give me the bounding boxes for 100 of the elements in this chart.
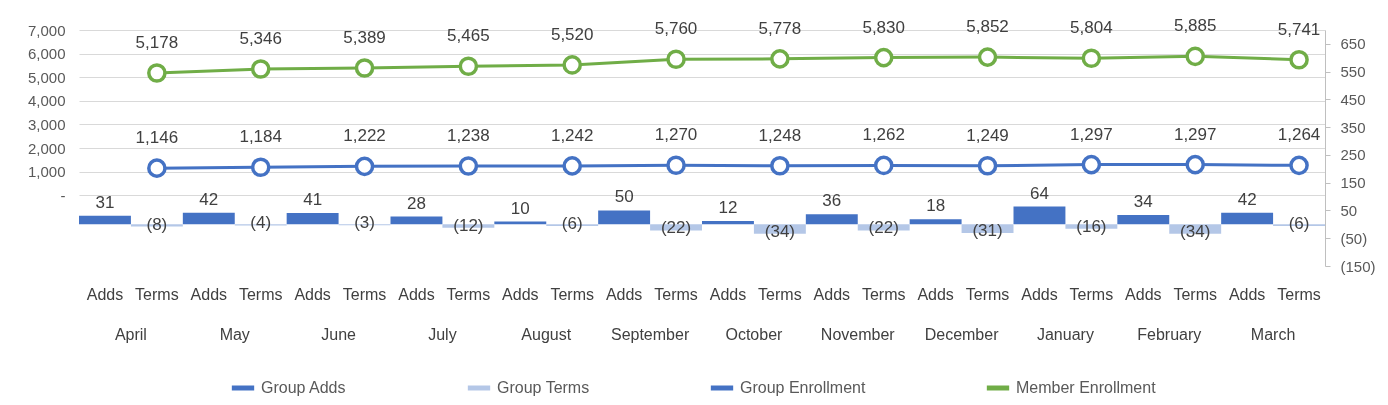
data-label: (22) xyxy=(660,218,692,238)
x-tick-label: June xyxy=(321,326,357,343)
bar xyxy=(1117,214,1170,225)
data-label: 5,178 xyxy=(135,33,179,52)
y2-tick-label: (150) xyxy=(1340,257,1376,275)
text: Adds xyxy=(709,286,747,303)
point xyxy=(458,156,479,176)
data-label: 10 xyxy=(510,198,530,218)
bar xyxy=(909,219,962,225)
data-label: 1,262 xyxy=(862,125,905,145)
data-label: 1,297 xyxy=(1173,124,1217,144)
y2-tick-label: 550 xyxy=(1340,63,1366,81)
y-tick-label: 2,000 xyxy=(27,139,66,157)
point xyxy=(770,155,790,176)
text: Adds xyxy=(86,286,124,303)
legend-label: Group Enrollment xyxy=(740,379,866,396)
text: Terms xyxy=(550,286,594,303)
point xyxy=(354,156,375,177)
data-label: 5,741 xyxy=(1277,19,1321,39)
point xyxy=(1081,48,1102,69)
data-label: (12) xyxy=(453,215,484,235)
point xyxy=(977,47,998,67)
x-tick-label: November xyxy=(820,326,896,343)
point xyxy=(1081,154,1102,175)
y-tick-label: 5,000 xyxy=(27,68,66,86)
text: Adds xyxy=(917,286,954,303)
data-label: 36 xyxy=(822,191,842,211)
x-tick-label: January xyxy=(1036,326,1094,343)
data-label: 5,778 xyxy=(758,18,802,38)
point xyxy=(666,49,686,70)
data-label: 42 xyxy=(1237,189,1257,209)
data-label: 5,804 xyxy=(1070,18,1113,38)
point xyxy=(1185,46,1206,67)
data-label: 1,264 xyxy=(1277,125,1321,145)
data-label: 1,222 xyxy=(343,126,386,146)
y2-tick-label: 50 xyxy=(1340,201,1358,219)
point xyxy=(1185,154,1206,175)
y-tick-label: 6,000 xyxy=(27,45,66,63)
data-label: 5,346 xyxy=(239,29,282,49)
point xyxy=(562,55,583,75)
data-label: 42 xyxy=(199,189,219,209)
bar xyxy=(79,215,131,225)
data-label: 5,389 xyxy=(343,28,386,48)
data-label: 34 xyxy=(1133,191,1153,211)
text: Terms xyxy=(1069,286,1114,303)
y2-tick-label: 150 xyxy=(1340,174,1366,192)
data-label: (8) xyxy=(146,214,168,234)
y-tick-label: - xyxy=(60,186,66,204)
bar xyxy=(182,212,235,225)
data-label: 1,297 xyxy=(1070,124,1113,144)
text: Adds xyxy=(502,286,539,303)
text: Terms xyxy=(446,286,491,303)
y-tick-label: 7,000 xyxy=(27,21,66,39)
data-label: 41 xyxy=(303,189,323,209)
x-tick-label: October xyxy=(725,326,784,343)
data-label: 1,146 xyxy=(135,128,179,148)
data-label: 1,242 xyxy=(550,125,594,145)
data-label: (31) xyxy=(972,220,1003,240)
legend-label: Group Adds xyxy=(261,379,346,396)
text: Terms xyxy=(654,286,698,303)
data-label: 28 xyxy=(407,193,426,213)
point xyxy=(666,155,686,176)
data-label: 18 xyxy=(926,196,946,216)
point xyxy=(873,155,894,176)
text: Terms xyxy=(861,286,906,303)
data-label: 5,830 xyxy=(862,17,905,37)
x-tick-label: February xyxy=(1137,326,1202,343)
y-tick-label: 1,000 xyxy=(27,163,66,181)
data-label: 5,885 xyxy=(1173,16,1217,36)
data-label: 5,520 xyxy=(550,24,594,44)
text: Terms xyxy=(135,286,179,303)
bar xyxy=(1013,206,1066,225)
data-label: 5,852 xyxy=(966,17,1009,37)
bar xyxy=(1221,212,1274,225)
text: Adds xyxy=(1125,286,1162,303)
y-tick-label: 4,000 xyxy=(27,92,66,110)
bar xyxy=(598,210,651,225)
bar xyxy=(805,214,858,225)
data-label: 64 xyxy=(1030,183,1049,203)
point xyxy=(770,49,790,69)
legend-label: Group Terms xyxy=(497,379,590,396)
text: Terms xyxy=(758,286,802,303)
data-label: 5,760 xyxy=(654,19,698,39)
data-label: 1,238 xyxy=(447,125,490,145)
point xyxy=(977,155,998,176)
y2-tick-label: 350 xyxy=(1340,118,1366,136)
x-tick-label: September xyxy=(610,326,690,343)
data-label: 31 xyxy=(95,192,115,212)
data-label: 12 xyxy=(718,198,738,218)
point xyxy=(250,59,271,79)
y2-tick-label: 650 xyxy=(1340,35,1366,53)
data-label: (22) xyxy=(868,218,899,238)
data-label: (6) xyxy=(561,214,583,234)
text: Adds xyxy=(398,286,435,303)
text: Adds xyxy=(605,286,643,303)
data-label: 5,465 xyxy=(447,26,490,46)
text: Adds xyxy=(1228,286,1266,303)
y2-tick-label: 450 xyxy=(1340,90,1366,108)
data-label: 1,270 xyxy=(654,125,698,145)
data-label: 1,184 xyxy=(239,127,282,147)
